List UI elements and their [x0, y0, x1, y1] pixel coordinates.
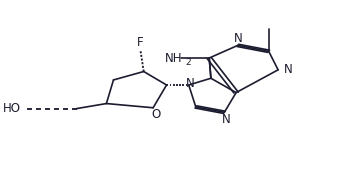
Text: N: N	[284, 63, 293, 76]
Text: N: N	[222, 113, 230, 126]
Text: HO: HO	[3, 102, 21, 115]
Text: N: N	[186, 77, 195, 90]
Text: O: O	[152, 108, 161, 121]
Text: F: F	[137, 36, 144, 49]
Text: 2: 2	[186, 58, 191, 67]
Text: N: N	[234, 32, 242, 45]
Text: NH: NH	[165, 52, 182, 65]
